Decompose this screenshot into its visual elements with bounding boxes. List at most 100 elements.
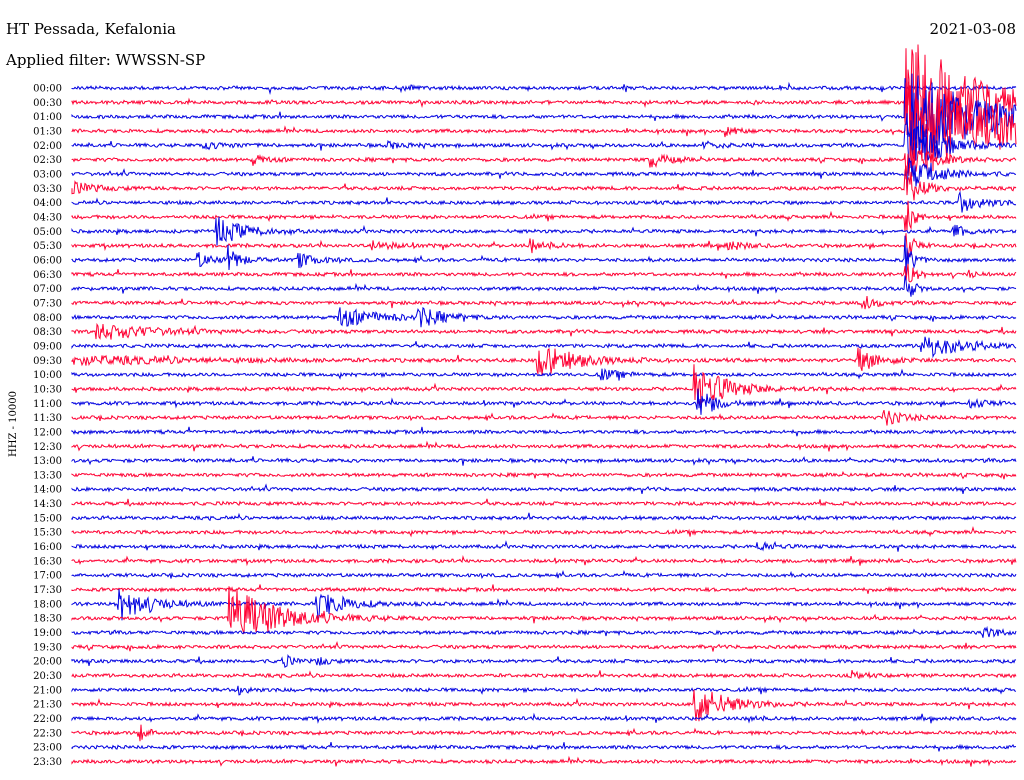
trace-1400 <box>71 483 1017 495</box>
row-label: 03:30 <box>33 184 62 195</box>
trace-1200 <box>71 426 1017 437</box>
row-label: 07:30 <box>33 298 62 309</box>
trace-0930 <box>71 347 1017 375</box>
row-label: 12:00 <box>33 427 62 438</box>
row-label: 21:00 <box>33 685 62 696</box>
row-label: 08:30 <box>33 327 62 338</box>
row-label: 00:00 <box>33 84 62 95</box>
trace-0230 <box>71 145 1017 180</box>
row-label: 15:00 <box>33 513 62 524</box>
row-label: 05:00 <box>33 227 62 238</box>
row-label: 16:30 <box>33 556 62 567</box>
trace-0100 <box>71 73 1017 154</box>
row-label: 12:30 <box>33 442 62 453</box>
row-label: 13:00 <box>33 456 62 467</box>
trace-0000 <box>71 81 1017 95</box>
trace-2030 <box>71 669 1017 680</box>
trace-2100 <box>71 685 1017 696</box>
filter-label: Applied filter: WWSSN-SP <box>6 51 206 69</box>
row-label: 22:00 <box>33 714 62 725</box>
trace-0600 <box>71 235 1017 276</box>
row-label: 05:30 <box>33 241 62 252</box>
trace-0500 <box>71 216 1017 246</box>
row-label: 11:30 <box>33 413 62 424</box>
row-label: 14:30 <box>33 499 62 510</box>
trace-0200 <box>71 113 1017 169</box>
row-label-group: 00:00 00:30 01:00 01:30 02:00 02:30 03:00 03:30… <box>33 84 62 769</box>
row-label: 02:00 <box>33 141 62 152</box>
trace-1100 <box>71 388 1017 415</box>
trace-2130 <box>71 689 1016 722</box>
trace-2000 <box>71 653 1017 668</box>
row-label: 22:30 <box>33 728 62 739</box>
row-label: 10:00 <box>33 370 62 381</box>
trace-1130 <box>71 409 1017 426</box>
trace-1430 <box>71 498 1017 507</box>
row-label: 10:30 <box>33 384 62 395</box>
row-label: 02:30 <box>33 155 62 166</box>
trace-0400 <box>71 190 1017 213</box>
row-label: 21:30 <box>33 700 62 711</box>
row-label: 00:30 <box>33 98 62 109</box>
trace-0030 <box>71 44 1017 162</box>
trace-2330 <box>71 755 1017 767</box>
row-label: 11:00 <box>33 399 62 410</box>
trace-group <box>71 44 1017 767</box>
row-label: 20:00 <box>33 657 62 668</box>
row-label: 06:30 <box>33 270 62 281</box>
trace-1230 <box>71 440 1017 452</box>
row-label: 06:00 <box>33 255 62 266</box>
row-label: 07:00 <box>33 284 62 295</box>
trace-1300 <box>71 456 1017 466</box>
row-label: 08:00 <box>33 313 62 324</box>
trace-0730 <box>71 296 1017 310</box>
trace-0830 <box>71 322 1017 340</box>
row-label: 13:30 <box>33 470 62 481</box>
trace-0430 <box>71 200 1017 232</box>
trace-1500 <box>71 512 1017 522</box>
row-label: 01:00 <box>33 112 62 123</box>
trace-0530 <box>71 233 1017 258</box>
row-label: 04:30 <box>33 212 62 223</box>
row-label: 03:00 <box>33 169 62 180</box>
trace-0800 <box>71 306 1017 328</box>
trace-1600 <box>71 540 1017 552</box>
row-label: 19:00 <box>33 628 62 639</box>
trace-1030 <box>71 364 1017 405</box>
station-title: HT Pessada, Kefalonia <box>6 20 176 38</box>
row-label: 15:30 <box>33 528 62 539</box>
trace-0130 <box>71 81 1017 172</box>
trace-2230 <box>71 724 1017 742</box>
row-label: 04:00 <box>33 198 62 209</box>
row-label: 14:00 <box>33 485 62 496</box>
trace-0700 <box>71 275 1017 297</box>
row-label: 19:30 <box>33 642 62 653</box>
trace-0900 <box>71 336 1017 359</box>
row-label: 23:00 <box>33 743 62 754</box>
trace-0630 <box>71 263 1017 283</box>
trace-1700 <box>71 569 1017 579</box>
date-label: 2021-03-08 <box>929 20 1016 38</box>
trace-1630 <box>71 555 1017 567</box>
trace-0300 <box>71 157 1017 191</box>
row-label: 01:30 <box>33 126 62 137</box>
trace-1730 <box>71 584 1017 594</box>
row-label: 09:30 <box>33 356 62 367</box>
channel-label: HHZ - 10000 <box>8 391 19 457</box>
row-label: 17:30 <box>33 585 62 596</box>
row-label: 23:30 <box>33 757 62 768</box>
trace-1900 <box>71 625 1017 638</box>
trace-2200 <box>71 712 1017 724</box>
trace-2300 <box>71 741 1016 752</box>
trace-0330 <box>71 165 1017 201</box>
row-label: 16:00 <box>33 542 62 553</box>
row-label: 17:00 <box>33 571 62 582</box>
trace-1530 <box>71 526 1017 538</box>
row-label: 09:00 <box>33 341 62 352</box>
trace-1830 <box>71 586 1017 634</box>
trace-1930 <box>71 640 1017 652</box>
row-label: 18:30 <box>33 614 62 625</box>
trace-1000 <box>71 367 1017 381</box>
row-label: 20:30 <box>33 671 62 682</box>
